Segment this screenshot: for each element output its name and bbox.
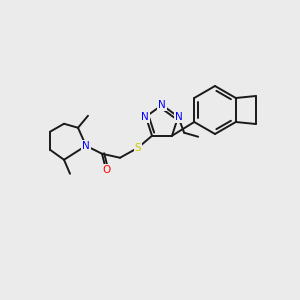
Text: N: N: [82, 141, 90, 151]
Text: N: N: [175, 112, 183, 122]
Text: N: N: [158, 100, 166, 110]
Text: O: O: [102, 165, 110, 175]
Text: S: S: [135, 143, 141, 153]
Text: N: N: [141, 112, 149, 122]
